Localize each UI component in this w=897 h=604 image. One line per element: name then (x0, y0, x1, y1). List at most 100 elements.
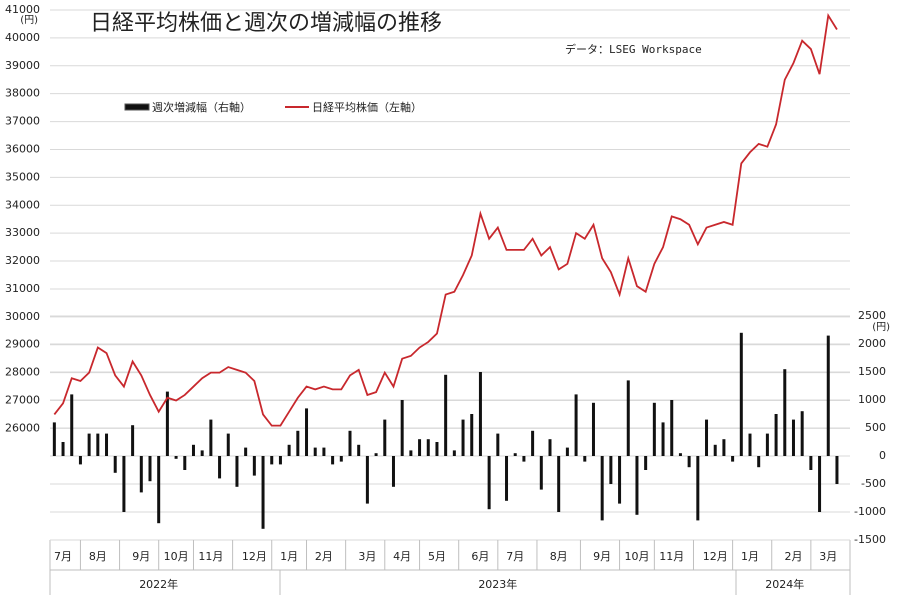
bar (357, 444, 361, 456)
bar (131, 425, 135, 456)
y-tick-label: 35000 (5, 170, 40, 183)
bar (174, 456, 178, 459)
bar (391, 456, 395, 487)
bar (765, 433, 769, 456)
x-tick-label: 1月 (741, 550, 759, 563)
x-tick-label: 8月 (550, 550, 568, 563)
bar (191, 444, 195, 456)
bar (696, 456, 700, 521)
bar (122, 456, 126, 512)
bar (487, 456, 491, 510)
bar (61, 442, 65, 456)
bar (478, 372, 482, 456)
x-tick-label: 8月 (89, 550, 107, 563)
bar (609, 456, 613, 484)
y-tick-label: 37000 (5, 115, 40, 128)
y-tick-label: 30000 (5, 310, 40, 323)
y-tick-label: 41000 (5, 3, 40, 16)
bar (818, 456, 822, 512)
bar (531, 430, 535, 456)
bar (244, 447, 248, 456)
bar (809, 456, 813, 470)
x-tick-label: 5月 (428, 550, 446, 563)
bar (522, 456, 526, 462)
bar (105, 433, 109, 456)
bar (800, 411, 804, 456)
legend-label: 日経平均株価（左軸） (312, 100, 422, 114)
bar (739, 332, 743, 456)
bar (322, 447, 326, 456)
bar (583, 456, 587, 462)
x-tick-label: 7月 (506, 550, 524, 563)
y-tick-label: 39000 (5, 59, 40, 72)
x-tick-label: 7月 (54, 550, 72, 563)
year-label: 2024年 (765, 577, 804, 591)
y2-tick-label: 2000 (858, 337, 886, 350)
y-unit: (円) (20, 15, 38, 26)
x-tick-label: 11月 (659, 550, 684, 563)
x-tick-label: 6月 (471, 550, 489, 563)
bar (600, 456, 604, 521)
x-tick-label: 9月 (593, 550, 611, 563)
bar (113, 456, 117, 473)
x-tick-label: 3月 (358, 550, 376, 563)
bar (339, 456, 343, 462)
bar (670, 400, 674, 456)
y-tick-label: 26000 (5, 421, 40, 434)
bar (218, 456, 222, 479)
y2-tick-label: 0 (879, 449, 886, 462)
y-tick-label: 38000 (5, 87, 40, 100)
y2-tick-label: 1500 (858, 365, 886, 378)
bar (635, 456, 639, 515)
bar (548, 439, 552, 456)
y2-tick-label: 500 (865, 421, 886, 434)
y-tick-label: 27000 (5, 394, 40, 407)
bar (687, 456, 691, 468)
x-tick-label: 10月 (164, 550, 189, 563)
x-tick-label: 1月 (280, 550, 298, 563)
bar (661, 422, 665, 456)
bar (157, 456, 161, 524)
x-tick-label: 10月 (624, 550, 649, 563)
bar (826, 335, 830, 456)
bar (713, 444, 717, 456)
bar (200, 450, 204, 456)
bar (618, 456, 622, 504)
line (53, 13, 838, 427)
bar (78, 456, 82, 465)
bar (783, 369, 787, 456)
bar (183, 456, 187, 470)
y-tick-label: 31000 (5, 282, 40, 295)
bar (296, 430, 300, 456)
legend-swatch (124, 103, 150, 111)
y2-tick-label: 2500 (858, 309, 886, 322)
bar (435, 442, 439, 456)
bar (270, 456, 274, 465)
x-tick-label: 12月 (703, 550, 728, 563)
y-tick-label: 32000 (5, 254, 40, 267)
bar (644, 456, 648, 470)
bar (513, 453, 517, 456)
bar (96, 433, 100, 456)
bar (235, 456, 239, 487)
bar (226, 433, 230, 456)
y-tick-label: 34000 (5, 198, 40, 211)
bar (505, 456, 509, 501)
bar (626, 380, 630, 456)
y2-tick-label: -1500 (854, 533, 886, 546)
bar (452, 450, 456, 456)
bar (444, 374, 448, 456)
x-tick-label: 12月 (242, 550, 267, 563)
bar (470, 414, 474, 456)
bar (652, 402, 656, 456)
legend-label: 週次増減幅（右軸） (152, 100, 251, 114)
bar (409, 450, 413, 456)
bar (87, 433, 91, 456)
year-label: 2022年 (139, 577, 178, 591)
x-tick-label: 4月 (393, 550, 411, 563)
bar (565, 447, 569, 456)
x-tick-label: 9月 (132, 550, 150, 563)
x-tick-label: 2月 (784, 550, 802, 563)
y2-tick-label: -500 (861, 477, 886, 490)
